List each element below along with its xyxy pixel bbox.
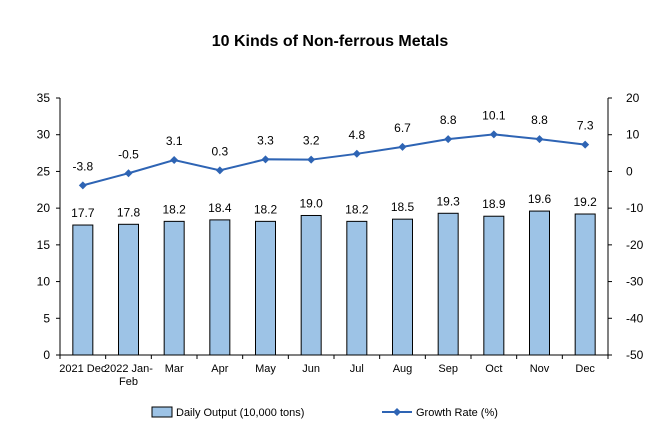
growth-rate-point [307, 155, 316, 164]
chart-title: 10 Kinds of Non-ferrous Metals [211, 33, 449, 50]
bar [574, 213, 596, 356]
growth-rate-data-label: 6.7 [394, 121, 411, 135]
growth-rate-point [352, 149, 361, 158]
growth-rate-point [535, 135, 544, 144]
y-left-tick-label: 15 [37, 238, 51, 252]
growth-rate-point [398, 142, 407, 151]
x-tick-label: 2022 Jan- [104, 363, 153, 375]
bar-data-label: 18.2 [162, 202, 186, 216]
x-tick-label: Aug [393, 363, 413, 375]
bar-data-label: 18.2 [345, 202, 369, 216]
x-tick-label: 2021 Dec [59, 363, 107, 375]
legend-label-growth-rate: Growth Rate (%) [416, 407, 498, 419]
y-right-tick-label: -20 [626, 238, 644, 252]
x-tick-label: Mar [165, 363, 184, 375]
bar [300, 214, 322, 356]
x-tick-label: Feb [119, 376, 138, 388]
growth-rate-data-label: 10.1 [482, 108, 506, 122]
x-tick-label: Sep [438, 363, 458, 375]
bar [163, 220, 185, 356]
growth-rate-data-label: 0.3 [211, 144, 228, 158]
bar-data-label: 17.7 [71, 206, 95, 220]
growth-rate-point [489, 130, 498, 139]
bar [346, 220, 368, 356]
bar-data-label: 19.0 [299, 196, 323, 210]
bar-data-label: 17.8 [117, 205, 141, 219]
growth-rate-point [444, 135, 453, 144]
y-right-tick-label: 10 [626, 128, 640, 142]
growth-rate-data-label: 7.3 [577, 119, 594, 133]
legend-swatch-daily-output [151, 406, 173, 418]
bar [392, 218, 413, 356]
bar-data-label: 19.6 [528, 192, 552, 206]
y-left-tick-label: 10 [37, 275, 51, 289]
growth-rate-data-label: 3.1 [166, 134, 183, 148]
y-left-tick-label: 0 [43, 348, 50, 362]
bar-data-label: 18.9 [482, 197, 506, 211]
y-left-tick-label: 30 [37, 128, 51, 142]
x-tick-label: Nov [530, 363, 550, 375]
y-left-tick-label: 5 [43, 311, 50, 325]
y-right-tick-label: 20 [626, 91, 640, 105]
x-tick-label: May [255, 363, 276, 375]
y-right-tick-label: -50 [626, 348, 644, 362]
bar-data-label: 18.5 [391, 200, 415, 214]
growth-rate-point [581, 140, 590, 149]
bar-data-label: 18.4 [208, 201, 232, 215]
growth-rate-data-label: -3.8 [72, 159, 93, 173]
bar [529, 210, 550, 356]
y-left-tick-label: 25 [37, 164, 51, 178]
bar-data-label: 19.3 [436, 194, 460, 208]
bar [255, 220, 276, 356]
legend-label-daily-output: Daily Output (10,000 tons) [176, 407, 304, 419]
y-right-tick-label: 0 [626, 164, 633, 178]
growth-rate-point [170, 156, 179, 165]
bar-data-label: 19.2 [573, 195, 597, 209]
x-tick-label: Jul [350, 363, 364, 375]
x-tick-label: Jun [302, 363, 320, 375]
growth-rate-point [215, 166, 224, 175]
growth-rate-point [124, 169, 133, 178]
y-left-tick-label: 35 [37, 91, 51, 105]
y-left-tick-label: 20 [37, 201, 51, 215]
bar [483, 215, 505, 356]
x-tick-label: Oct [485, 363, 502, 375]
growth-rate-line [82, 133, 586, 187]
growth-rate-data-label: 4.8 [348, 128, 365, 142]
growth-rate-data-label: 3.2 [303, 134, 320, 148]
bar [118, 223, 139, 356]
bar [437, 212, 459, 356]
growth-rate-point [261, 155, 270, 164]
growth-rate-data-label: 8.8 [531, 113, 548, 127]
bar-data-label: 18.2 [254, 202, 278, 216]
legend-marker-growth-rate [393, 408, 401, 416]
x-tick-label: Dec [575, 363, 595, 375]
x-tick-label: Apr [211, 363, 228, 375]
growth-rate-data-label: 8.8 [440, 113, 457, 127]
growth-rate-point [78, 181, 87, 190]
y-right-tick-label: -40 [626, 311, 644, 325]
y-right-tick-label: -10 [626, 201, 644, 215]
bar [209, 219, 231, 356]
growth-rate-data-label: -0.5 [118, 147, 139, 161]
y-right-tick-label: -30 [626, 275, 644, 289]
growth-rate-data-label: 3.3 [257, 133, 274, 147]
bar [72, 224, 94, 356]
